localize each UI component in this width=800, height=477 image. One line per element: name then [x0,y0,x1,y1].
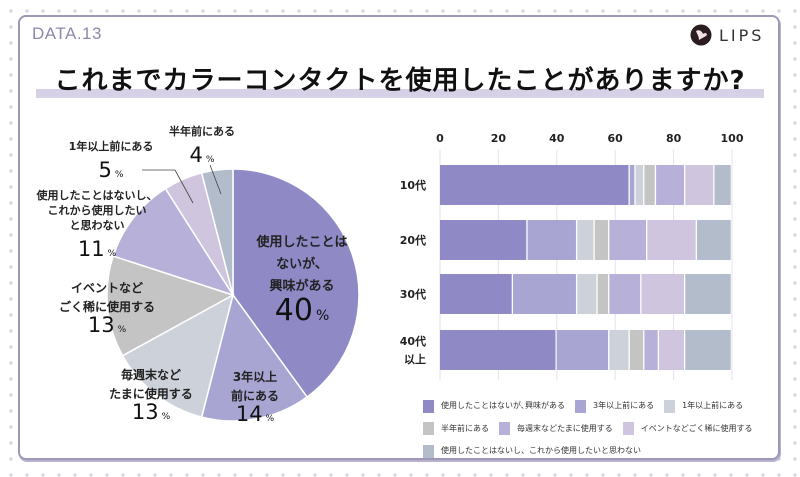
legend-swatch [499,422,510,435]
pie-slice [121,293,235,418]
legend-label: 使用したことはないが､興味がある [441,401,565,410]
pie-slice-value: 13% [132,400,171,424]
x-tick-label: 40 [549,132,565,145]
legend-item: 半年前にある [423,420,489,438]
page-title: これまでカラーコンタクトを使用したことがありますか? [54,66,746,96]
lips-logo-icon [690,24,712,46]
legend-item: 毎週末などたまに使用する [499,420,613,438]
legend-swatch [423,399,434,413]
pie-slice-label: ごく稀に使用する [59,299,155,314]
pie-slice-label: 興味がある [269,278,334,294]
bar-segment [656,165,684,205]
bar-segment [714,165,731,205]
legend-label: 3年以上前にある [593,401,655,410]
bar-segment [440,274,512,314]
legend-label: 毎週末などたまに使用する [517,423,613,433]
bar-segment [440,330,556,370]
bar-segment [644,165,655,205]
pie-slice-label: これから使用したい [48,203,147,217]
pie-slice-value: 4% [190,143,215,167]
bar-segment [527,220,576,260]
legend-swatch [423,422,434,435]
legend-swatch [575,399,586,413]
pie-slice-value: 13% [88,313,127,337]
leader-line [174,169,194,204]
pie-slice-label: ないが、 [276,256,328,272]
legend-item: 使用したことはないし、これから使用したいと思わない [423,442,641,460]
bar-segment [641,274,684,314]
pie-slice-value: 11% [78,237,117,261]
bar-segment [556,330,609,370]
bar-segment [597,274,609,314]
pie-slice-label: たまに使用する [109,386,193,401]
bar-segment [635,165,644,205]
bar-segment [644,330,658,370]
bar-segment [659,330,684,370]
legend-label: 半年前にある [441,423,489,433]
bar-segment [609,274,641,314]
pie-slice-label: 半年前にある [169,124,235,138]
data-number-label: DATA.13 [32,24,102,43]
bar-segment [440,165,629,205]
pie-slice-label: 使用したことはないし、 [36,188,158,202]
x-tick-label: 100 [721,132,744,145]
pie-slice-label: 3年以上 [233,369,277,384]
legend-item: 使用したことはないが､興味がある [423,397,565,415]
y-category-label: 以上 [404,352,426,366]
bar-segment [629,330,644,370]
pie-slice-label: 1年以上前にある [69,139,154,153]
brand-logo: LIPS [690,24,764,46]
bar-segment [513,274,576,314]
pie-slice [200,168,234,296]
bar-segment [696,220,731,260]
pie-slice-label: 前にある [231,388,279,403]
legend-label: 1年以上前にある [682,401,744,410]
x-tick-label: 80 [666,132,682,145]
bar-segment [440,220,527,260]
bar-chart-legend: 使用したことはないが､興味がある 3年以上前にある 1年以上前にある半年前にある 毎週… [423,397,773,465]
pie-slice-label: イベントなど [71,281,143,295]
bar-segment [629,165,635,205]
pie-slice [232,168,360,398]
y-category-label: 30代 [400,287,426,301]
bar-segment [609,330,629,370]
pie-slice-value: 14% [236,402,275,426]
y-category-label: 40代 [400,334,426,348]
title-highlight [36,89,764,98]
bar-segment [577,220,594,260]
pie-slice [200,293,309,422]
brand-name: LIPS [719,25,765,45]
legend-item: 1年以上前にある [664,397,743,415]
bar-segment [685,165,714,205]
pie-slice-value: 40% [275,293,330,328]
x-tick-label: 0 [436,132,444,145]
legend-item: イベントなどごく稀に使用する [622,420,753,438]
bar-segment [594,220,609,260]
bar-segment [685,274,731,314]
pie-slice [106,255,235,357]
legend-label: 使用したことはないし、これから使用したいと思わない [441,446,641,455]
leader-line [209,164,222,195]
legend-item: 3年以上前にある [575,397,654,415]
pie-slice-value: 5% [99,158,124,182]
pie-slice-label: と思わない [70,219,125,232]
x-tick-label: 20 [491,132,507,145]
pie-slice-label: 毎週末など [121,367,181,382]
bar-segment [577,274,597,314]
legend-swatch [622,422,634,435]
legend-swatch [664,399,676,413]
y-category-label: 10代 [400,178,426,192]
legend-swatch [423,444,434,458]
pie-slice [112,187,235,297]
pie-slice-label: 使用したことは [255,234,347,250]
bar-segment [609,220,647,260]
bar-segment [647,220,696,260]
y-category-label: 20代 [400,233,426,247]
bar-segment [685,330,731,370]
legend-label: イベントなどごく稀に使用する [640,423,753,433]
x-tick-label: 60 [608,132,624,145]
